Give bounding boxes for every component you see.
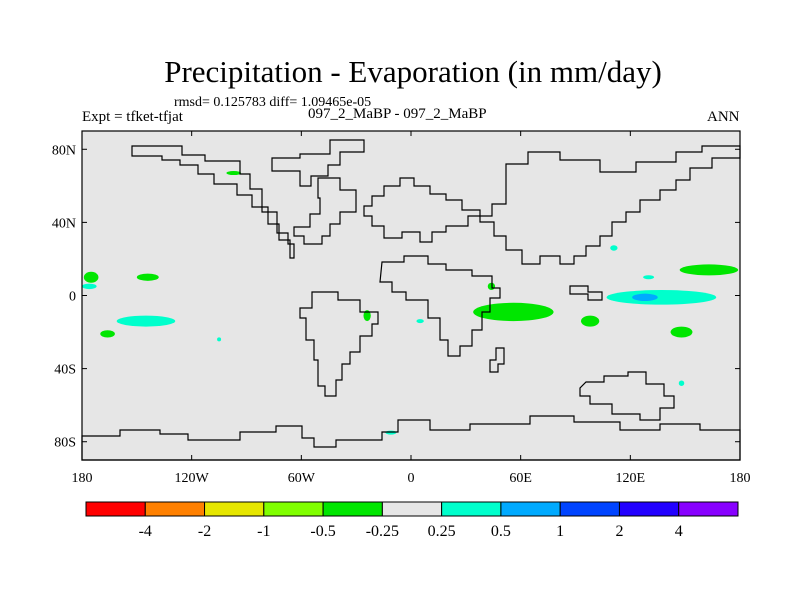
greenland-coast <box>271 139 365 187</box>
x-tick-label: 0 <box>408 471 415 486</box>
y-tick-label: 40S <box>54 363 76 378</box>
colorbar-swatch <box>144 501 206 517</box>
colorbar-label: -0.25 <box>366 523 399 540</box>
maritime-islands <box>569 285 603 301</box>
region-north-pacific-green <box>679 264 739 276</box>
region-east-asia-cyan <box>610 245 618 251</box>
region-dateline-equator-cyan <box>82 283 97 290</box>
y-tick-label: 80S <box>54 436 76 451</box>
colorbar-label: 0.5 <box>491 523 511 540</box>
colorbar-label: -4 <box>139 523 152 540</box>
australia-coast <box>579 371 675 421</box>
region-north-pacific-cyan <box>643 275 655 280</box>
x-tick-label: 180 <box>730 471 751 486</box>
region-west-pacific-blue <box>632 293 658 301</box>
region-australia-cyan <box>678 380 685 386</box>
colorbar-label: 2 <box>615 523 623 540</box>
colorbar: -4 -2 -1 -0.5 -0.25 0.25 0.5 1 2 4 <box>85 501 739 540</box>
region-indian-ocean-green <box>473 302 554 322</box>
colorbar-swatch <box>500 501 561 517</box>
north-america-coast <box>131 145 295 259</box>
comparison-label: 097_2_MaBP - 097_2_MaBP <box>308 106 487 122</box>
south-america-coast <box>299 291 379 397</box>
colorbar-label: -0.5 <box>310 523 335 540</box>
region-east-pacific-cyan <box>116 315 176 327</box>
map-frame: 180 120W 60W 0 60E 120E 180 80N 40N 0 40S 80S <box>52 130 751 486</box>
season-label: ANN <box>707 109 740 125</box>
x-tick-label: 60W <box>288 471 316 486</box>
colorbar-swatch <box>85 501 146 517</box>
x-tick-label: 180 <box>72 471 93 486</box>
colorbar-swatch <box>381 501 443 517</box>
arctic-islands <box>293 177 357 245</box>
colorbar-swatch <box>618 501 680 517</box>
chart-title: Precipitation - Evaporation (in mm/day) <box>164 54 662 89</box>
y-tick-label: 0 <box>69 290 76 305</box>
colorbar-swatch <box>441 501 502 517</box>
region-maritime-green <box>670 326 693 338</box>
africa-coast <box>379 255 501 357</box>
region-south-pacific-green <box>100 330 115 338</box>
colorbar-swatch <box>559 501 620 517</box>
region-arctic-green <box>226 171 242 176</box>
colorbar-swatch <box>322 501 383 517</box>
madagascar-coast <box>489 347 505 373</box>
y-tick-label: 40N <box>52 216 76 231</box>
colorbar-label: 1 <box>556 523 564 540</box>
region-west-pacific-cyan <box>606 290 717 305</box>
colorbar-swatch <box>204 501 265 517</box>
x-tick-label: 120E <box>616 471 646 486</box>
experiment-label: Expt = tfket-tfjat <box>82 109 183 125</box>
region-central-pacific-north-green <box>83 271 99 283</box>
stats-label: rmsd= 0.125783 diff= 1.09465e-05 <box>174 95 372 110</box>
anomaly-regions <box>82 171 739 435</box>
y-tick-label: 80N <box>52 143 76 158</box>
colorbar-label: -2 <box>198 523 211 540</box>
antarctica-coast <box>81 415 741 461</box>
colorbar-label: 4 <box>675 523 683 540</box>
region-atlantic-cyan <box>416 319 424 324</box>
region-south-pacific-cyan-small <box>217 337 222 342</box>
colorbar-label: -1 <box>257 523 270 540</box>
axis-ticks: 180 120W 60W 0 60E 120E 180 80N 40N 0 40S 80S <box>52 131 751 486</box>
x-tick-label: 120W <box>175 471 210 486</box>
region-pacific-itcz-green <box>136 273 159 281</box>
x-tick-label: 60E <box>509 471 532 486</box>
colorbar-label: 0.25 <box>428 523 456 540</box>
colorbar-swatch <box>678 501 739 517</box>
colorbar-swatch <box>263 501 324 517</box>
region-south-america-green <box>363 310 371 322</box>
region-indian-ocean-green-east <box>580 315 600 327</box>
